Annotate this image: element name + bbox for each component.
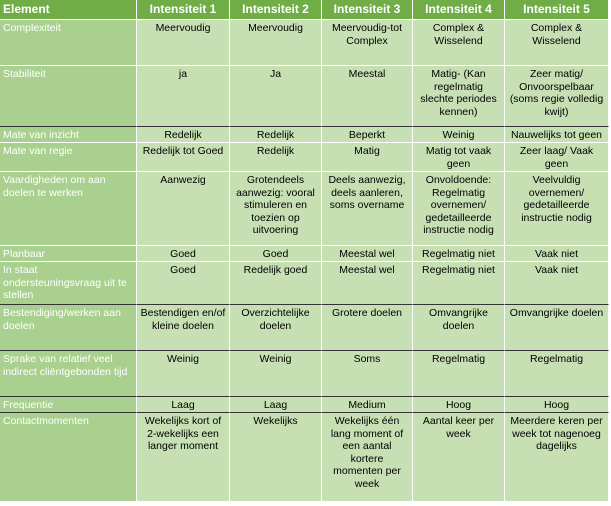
table-cell: Bestendigen en/of kleine doelen (137, 305, 230, 351)
column-header: Intensiteit 2 (230, 0, 322, 20)
table-cell: Meestal wel (322, 246, 413, 262)
row-label: Contactmomenten (0, 413, 137, 502)
row-label: Mate van regie (0, 143, 137, 172)
table-cell: Laag (137, 397, 230, 413)
table-cell: Meervoudig (230, 20, 322, 66)
row-label: Bestendiging/werken aan doelen (0, 305, 137, 351)
table-cell: Wekelijks één lang moment of een aantal … (322, 413, 413, 502)
table-cell: Redelijk goed (230, 262, 322, 305)
table-cell: Matig- (Kan regelmatig slechte periodes … (413, 66, 505, 127)
row-label: In staat ondersteuningsvraag uit te stel… (0, 262, 137, 305)
table-cell: Grotere doelen (322, 305, 413, 351)
table-cell: Medium (322, 397, 413, 413)
table-cell: Regelmatig niet (413, 246, 505, 262)
table-cell: Veelvuldig overnemen/ gedetailleerde ins… (505, 172, 609, 246)
table-cell: Redelijk (137, 127, 230, 143)
table-cell: Weinig (413, 127, 505, 143)
table-cell: Weinig (230, 351, 322, 397)
table-cell: Redelijk tot Goed (137, 143, 230, 172)
table-cell: Beperkt (322, 127, 413, 143)
table-cell: Matig (322, 143, 413, 172)
table-cell: Meestal (322, 66, 413, 127)
table-cell: Soms (322, 351, 413, 397)
table-cell: Regelmatig (505, 351, 609, 397)
table-cell: Matig tot vaak geen (413, 143, 505, 172)
table-cell: Omvangrijke doelen (505, 305, 609, 351)
table-cell: Grotendeels aanwezig: vooral stimuleren … (230, 172, 322, 246)
column-header: Intensiteit 4 (413, 0, 505, 20)
table-cell: Wekelijks (230, 413, 322, 502)
table-cell: ja (137, 66, 230, 127)
row-label: Complexiteit (0, 20, 137, 66)
table-cell: Aantal keer per week (413, 413, 505, 502)
table-cell: Ja (230, 66, 322, 127)
column-header: Intensiteit 1 (137, 0, 230, 20)
table-cell: Goed (137, 246, 230, 262)
table-cell: Redelijk (230, 127, 322, 143)
column-header: Element (0, 0, 137, 20)
table-cell: Hoog (505, 397, 609, 413)
table-cell: Meervoudig (137, 20, 230, 66)
table-cell: Omvangrijke doelen (413, 305, 505, 351)
table-cell: Vaak niet (505, 246, 609, 262)
table-cell: Regelmatig niet (413, 262, 505, 305)
row-label: Sprake van relatief veel indirect cliënt… (0, 351, 137, 397)
row-label: Frequentie (0, 397, 137, 413)
table-cell: Wekelijks kort of 2-wekelijks een langer… (137, 413, 230, 502)
table-cell: Laag (230, 397, 322, 413)
table-cell: Complex & Wisselend (505, 20, 609, 66)
row-label: Stabiliteit (0, 66, 137, 127)
table-cell: Goed (230, 246, 322, 262)
table-cell: Hoog (413, 397, 505, 413)
table-cell: Meestal wel (322, 262, 413, 305)
table-cell: Weinig (137, 351, 230, 397)
table-cell: Goed (137, 262, 230, 305)
table-cell: Vaak niet (505, 262, 609, 305)
column-header: Intensiteit 3 (322, 0, 413, 20)
table-cell: Meerdere keren per week tot nagenoeg dag… (505, 413, 609, 502)
table-cell: Complex & Wisselend (413, 20, 505, 66)
table-cell: Onvoldoende: Regelmatig overnemen/ gedet… (413, 172, 505, 246)
table-cell: Zeer laag/ Vaak geen (505, 143, 609, 172)
table-cell: Nauwelijks tot geen (505, 127, 609, 143)
table-cell: Overzichtelijke doelen (230, 305, 322, 351)
table-cell: Meervoudig-tot Complex (322, 20, 413, 66)
row-label: Vaardigheden om aan doelen te werken (0, 172, 137, 246)
table-cell: Regelmatig (413, 351, 505, 397)
column-header: Intensiteit 5 (505, 0, 609, 20)
table-cell: Zeer matig/ Onvoorspelbaar (soms regie v… (505, 66, 609, 127)
table-cell: Deels aanwezig, deels aanleren, soms ove… (322, 172, 413, 246)
row-label: Planbaar (0, 246, 137, 262)
row-label: Mate van inzicht (0, 127, 137, 143)
table-cell: Redelijk (230, 143, 322, 172)
table-cell: Aanwezig (137, 172, 230, 246)
